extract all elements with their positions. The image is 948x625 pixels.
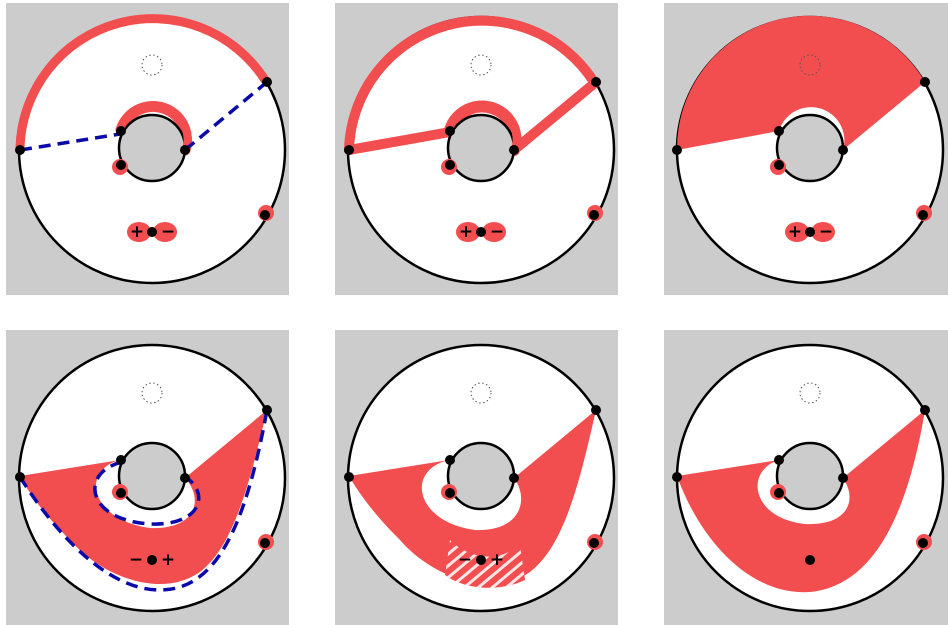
marker-left: +	[459, 222, 473, 242]
marked-point	[445, 126, 455, 136]
panel-bottom-middle: − +	[335, 330, 618, 625]
marker-right: −	[161, 222, 175, 242]
marked-point	[147, 555, 157, 565]
red-region	[676, 15, 925, 151]
dashed-arc-left	[19, 132, 121, 152]
dotted-circle	[470, 382, 492, 404]
red-highlight	[785, 222, 809, 242]
marked-point	[672, 472, 682, 482]
marked-point	[180, 145, 190, 155]
panel-bottom-right	[664, 330, 948, 625]
marked-point	[838, 145, 848, 155]
marker-right: +	[161, 550, 175, 570]
marked-point	[116, 126, 126, 136]
marker-left: −	[129, 550, 143, 570]
marked-point	[805, 555, 815, 565]
marked-point	[589, 210, 599, 220]
marked-point	[774, 160, 784, 170]
marker-left: −	[458, 550, 472, 570]
marked-point	[920, 77, 930, 87]
marked-point	[445, 160, 455, 170]
inner-hole	[446, 113, 516, 183]
inner-hole	[775, 113, 845, 183]
inner-hole	[446, 441, 516, 511]
red-region	[349, 410, 596, 585]
marked-point	[509, 473, 519, 483]
dotted-circle	[799, 382, 821, 404]
panel-top-left: + −	[6, 3, 289, 295]
marked-point	[344, 145, 354, 155]
panel-top-middle: + −	[335, 3, 618, 295]
dotted-circle	[799, 54, 821, 76]
marker-right: +	[490, 550, 504, 570]
red-outer-arc	[15, 14, 270, 153]
marked-point	[591, 405, 601, 415]
marked-point	[476, 227, 486, 237]
red-band	[344, 15, 599, 155]
marked-point	[260, 538, 270, 548]
marked-point	[180, 473, 190, 483]
inner-hole	[117, 113, 187, 183]
inner-hole	[117, 441, 187, 511]
marked-point	[918, 210, 928, 220]
marked-point	[116, 455, 126, 465]
red-highlight	[456, 222, 480, 242]
region-shape	[509, 77, 601, 155]
dotted-circle	[141, 54, 163, 76]
red-highlight	[811, 222, 835, 242]
marked-point	[920, 405, 930, 415]
marked-point	[116, 160, 126, 170]
marked-point	[838, 473, 848, 483]
marked-point	[15, 145, 25, 155]
panel-top-right: + −	[664, 3, 948, 295]
marker-left: +	[130, 222, 144, 242]
marked-point	[774, 488, 784, 498]
region-shape	[344, 127, 455, 155]
marked-point	[260, 210, 270, 220]
marked-point	[672, 145, 682, 155]
marked-point	[918, 538, 928, 548]
striped-region	[445, 540, 525, 588]
marked-point	[116, 488, 126, 498]
region-shape	[447, 103, 519, 153]
marked-point	[774, 455, 784, 465]
red-region	[677, 410, 925, 593]
dotted-circle	[141, 382, 163, 404]
marked-point	[591, 77, 601, 87]
red-highlight	[153, 222, 177, 242]
red-highlight	[482, 222, 506, 242]
marked-point	[445, 488, 455, 498]
marked-point	[147, 227, 157, 237]
marked-point	[262, 77, 272, 87]
panel-bottom-left: − +	[6, 330, 289, 625]
marked-point	[344, 472, 354, 482]
marked-point	[476, 555, 486, 565]
dashed-loop	[93, 460, 201, 526]
marked-point	[774, 126, 784, 136]
marked-point	[15, 472, 25, 482]
region-shape	[118, 103, 190, 153]
marked-point	[589, 538, 599, 548]
marked-point	[509, 145, 519, 155]
marker-right: −	[819, 222, 833, 242]
marked-point	[805, 227, 815, 237]
red-region	[20, 410, 267, 585]
dotted-circle	[470, 54, 492, 76]
marker-right: −	[490, 222, 504, 242]
marker-left: +	[788, 222, 802, 242]
marked-point	[262, 405, 272, 415]
marked-point	[445, 455, 455, 465]
inner-hole	[775, 441, 845, 511]
red-highlight	[127, 222, 151, 242]
